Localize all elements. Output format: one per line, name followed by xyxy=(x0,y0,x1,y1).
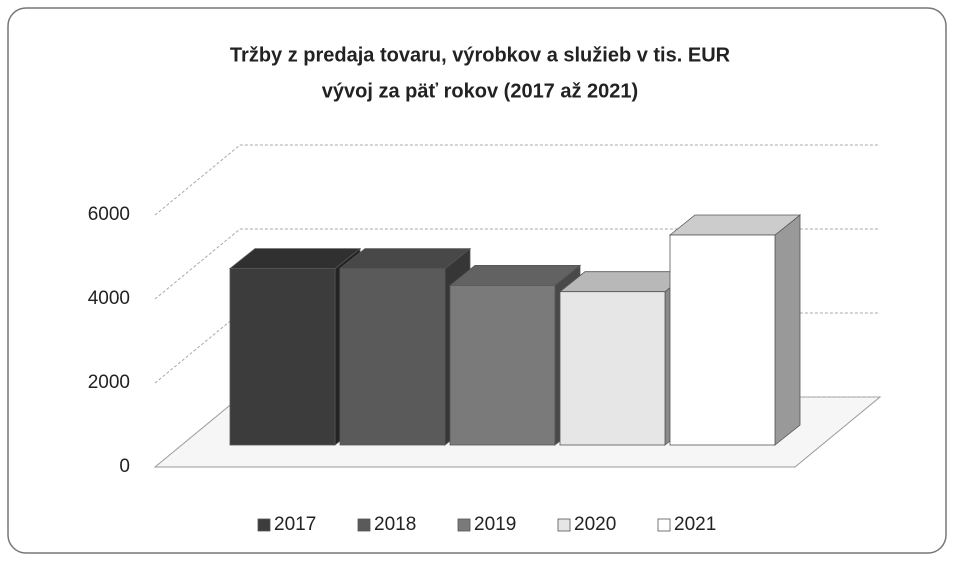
legend-swatch xyxy=(457,518,471,532)
y-tick-label: 2000 xyxy=(88,372,130,393)
bar xyxy=(229,268,336,446)
legend-label: 2021 xyxy=(674,514,716,535)
y-tick-label: 6000 xyxy=(88,204,130,225)
legend-swatch xyxy=(257,518,271,532)
bar-side xyxy=(774,214,801,446)
legend-label: 2019 xyxy=(474,514,516,535)
chart-title: Tržby z predaja tovaru, výrobkov a služi… xyxy=(230,44,731,66)
legend-swatch xyxy=(557,518,571,532)
bar xyxy=(449,284,556,446)
legend-label: 2020 xyxy=(574,514,616,535)
legend-label: 2017 xyxy=(274,514,316,535)
legend-label: 2018 xyxy=(374,514,416,535)
bar xyxy=(559,291,666,446)
chart-subtitle: vývoj za päť rokov (2017 až 2021) xyxy=(322,80,638,102)
grid-line xyxy=(154,144,880,216)
legend-swatch xyxy=(357,518,371,532)
bar xyxy=(339,268,446,446)
legend-swatch xyxy=(657,518,671,532)
y-tick-label: 4000 xyxy=(88,288,130,309)
bar xyxy=(669,234,776,446)
y-tick-label: 0 xyxy=(119,456,130,477)
grid-line xyxy=(154,228,880,300)
